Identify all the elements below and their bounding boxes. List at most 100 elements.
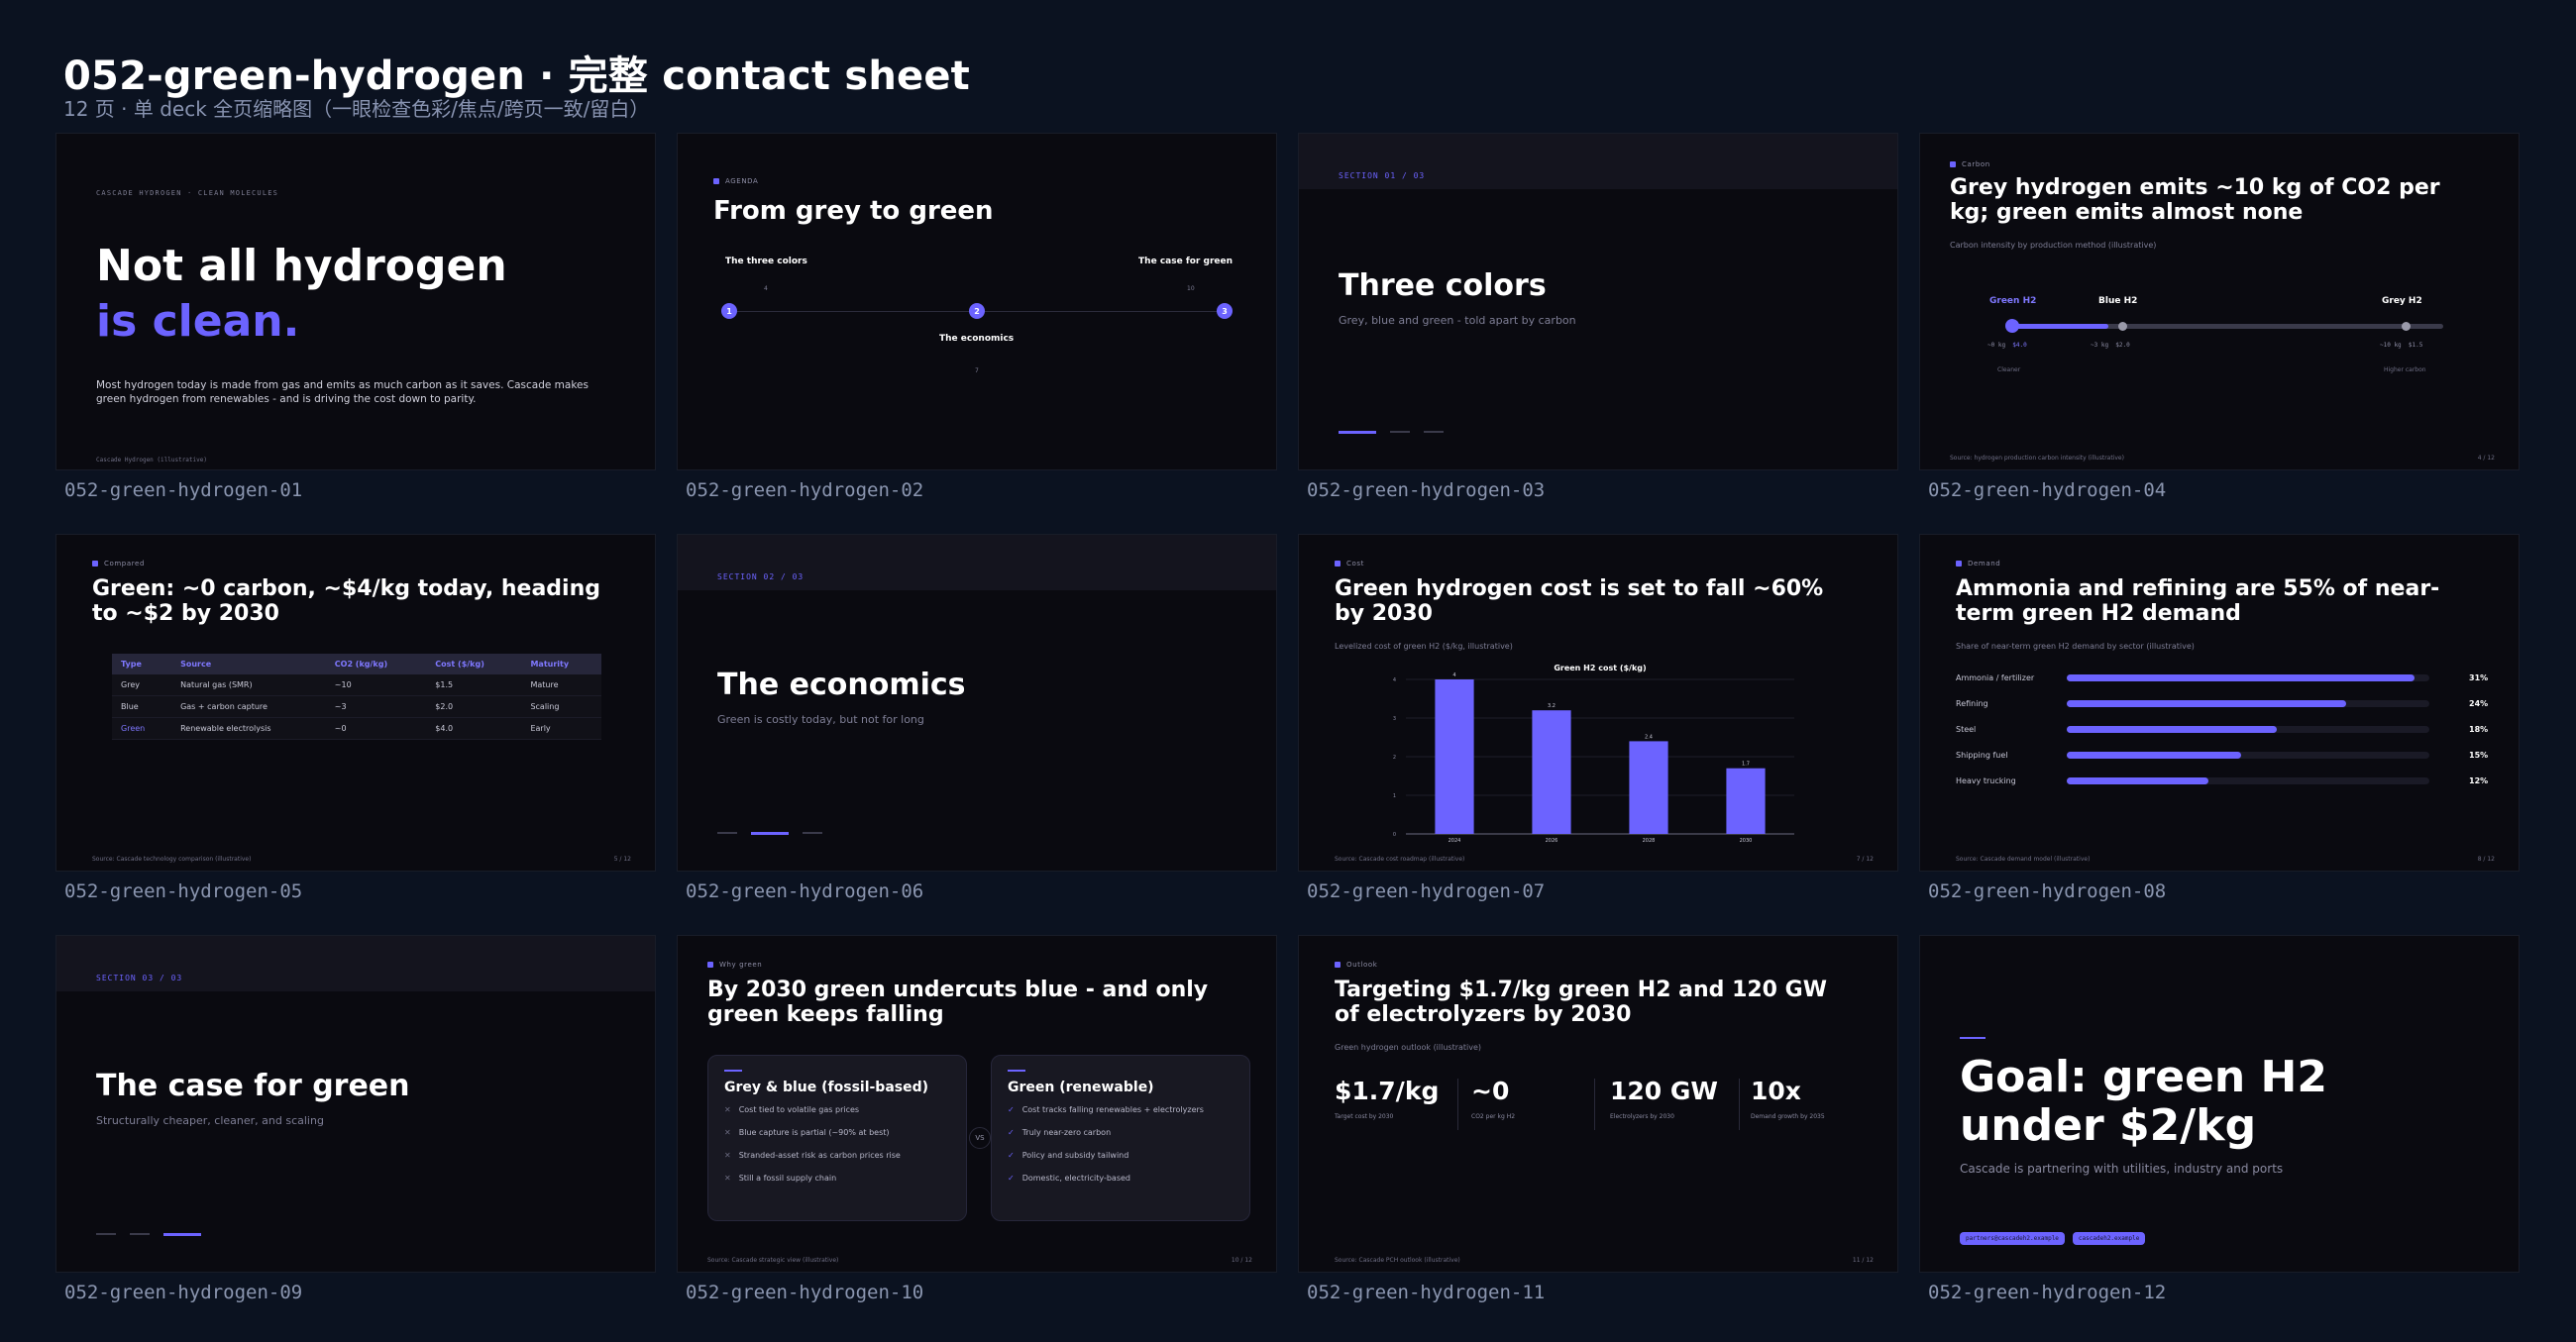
demand-bar-row: Ammonia / fertilizer 31% <box>1956 673 2491 682</box>
thumbnail-08[interactable]: Demand Ammonia and refining are 55% of n… <box>1919 534 2520 902</box>
bar <box>1435 679 1474 834</box>
table-header-row: Type Source CO2 (kg/kg) Cost ($/kg) Matu… <box>112 654 601 674</box>
thumbnail-caption: 052-green-hydrogen-07 <box>1307 880 1546 902</box>
table-cell: Blue <box>112 695 172 718</box>
bar-label: Ammonia / fertilizer <box>1956 673 2035 682</box>
thumbnail-07[interactable]: Cost Green hydrogen cost is set to fall … <box>1298 534 1898 902</box>
thumbnail-caption: 052-green-hydrogen-11 <box>1307 1282 1546 1303</box>
slide-10: Why green By 2030 green undercuts blue -… <box>677 935 1277 1273</box>
bar-label: Shipping fuel <box>1956 751 2008 760</box>
slide-footer: Source: hydrogen production carbon inten… <box>1950 455 2124 462</box>
table-cell: Scaling <box>521 695 601 718</box>
list-item: ✓ Truly near-zero carbon <box>1008 1128 1112 1137</box>
slide-subtitle: Share of near-term green H2 demand by se… <box>1956 642 2195 651</box>
slide-06: SECTION 02 / 03 The economics Green is c… <box>677 534 1277 872</box>
scale-left-label: Cleaner <box>1997 366 2021 373</box>
slide-footer: Source: Cascade demand model (illustrati… <box>1956 856 2091 863</box>
bar-fill <box>2067 700 2346 707</box>
bar-track <box>2067 674 2429 681</box>
slide-11: Outlook Targeting $1.7/kg green H2 and 1… <box>1298 935 1898 1273</box>
thumbnail-01[interactable]: CASCADE HYDROGEN · CLEAN MOLECULES Not a… <box>55 133 656 501</box>
agenda-page-2: 7 <box>975 367 979 374</box>
green-value: ~0 kg $4.0 <box>1987 342 2027 349</box>
thumbnail-caption: 052-green-hydrogen-04 <box>1928 479 2167 501</box>
slide-body: Most hydrogen today is made from gas and… <box>96 379 589 406</box>
slide-02: AGENDA From grey to green 1 2 3 The thre… <box>677 133 1277 470</box>
table-row: Green Renewable electrolysis ~0 $4.0 Ear… <box>112 717 601 740</box>
list-item: ✓ Cost tracks falling renewables + electr… <box>1008 1105 1204 1114</box>
bullet-icon <box>1335 962 1341 968</box>
thumbnail-03[interactable]: SECTION 01 / 03 Three colors Grey, blue … <box>1298 133 1898 501</box>
slide-footer: Source: Cascade strategic view (illustra… <box>707 1257 839 1264</box>
section-tag: SECTION 01 / 03 <box>1339 171 1426 180</box>
slide-footer: Source: Cascade technology comparison (i… <box>92 856 252 863</box>
agenda-step-3: 3 <box>1217 303 1233 319</box>
check-icon: ✓ <box>1008 1105 1015 1114</box>
thumbnail-05[interactable]: Compared Green: ~0 carbon, ~$4/kg today,… <box>55 534 656 902</box>
check-icon: ✓ <box>1008 1128 1015 1137</box>
demand-bar-row: Refining 24% <box>1956 699 2491 708</box>
x-tick-label: 2028 <box>1643 838 1656 844</box>
table-cell: ~0 <box>325 717 427 740</box>
bar-fill <box>2067 674 2415 681</box>
slide-eyebrow: Outlook <box>1335 961 1377 969</box>
website-pill[interactable]: cascadeh2.example <box>2072 1232 2146 1245</box>
bar <box>1726 768 1766 834</box>
grey-marker <box>2402 322 2411 331</box>
check-icon: ✓ <box>1008 1151 1015 1160</box>
thumbnail-10[interactable]: Why green By 2030 green undercuts blue -… <box>677 935 1277 1303</box>
thumbnail-caption: 052-green-hydrogen-09 <box>64 1282 303 1303</box>
bar-data-label: 2.4 <box>1645 734 1653 740</box>
slide-eyebrow: Why green <box>707 961 762 969</box>
blue-marker <box>2118 322 2127 331</box>
fossil-card: Grey & blue (fossil-based) ✕ Cost tied to… <box>707 1055 967 1221</box>
table-header: Source <box>171 654 326 674</box>
thumbnail-caption: 052-green-hydrogen-12 <box>1928 1282 2167 1303</box>
bar-fill <box>2067 726 2278 733</box>
scale-right-label: Higher carbon <box>2384 366 2426 373</box>
bar-value: 15% <box>2469 751 2489 760</box>
slide-eyebrow: Cost <box>1335 560 1364 568</box>
bullet-icon <box>1335 561 1341 567</box>
table-header: Cost ($/kg) <box>426 654 522 674</box>
stat-demand: 10x Demand growth by 2035 <box>1751 1077 1825 1120</box>
list-item: ✕ Blue capture is partial (~90% at best) <box>724 1128 890 1137</box>
bar-data-label: 1.7 <box>1742 762 1750 768</box>
thumbnail-09[interactable]: SECTION 03 / 03 The case for green Struc… <box>55 935 656 1303</box>
agenda-step-1: 1 <box>721 303 737 319</box>
section-subtitle: Structurally cheaper, cleaner, and scali… <box>96 1114 324 1127</box>
cross-icon: ✕ <box>724 1151 731 1160</box>
thumbnail-02[interactable]: AGENDA From grey to green 1 2 3 The thre… <box>677 133 1277 501</box>
list-item: ✓ Policy and subsidy tailwind <box>1008 1151 1129 1160</box>
thumbnail-caption: 052-green-hydrogen-01 <box>64 479 303 501</box>
slide-title: By 2030 green undercuts blue - and only … <box>707 978 1209 1028</box>
bar-track <box>2067 777 2429 784</box>
y-tick-label: 1 <box>1393 793 1396 799</box>
slide-eyebrow: Carbon <box>1950 160 1990 168</box>
list-item: ✓ Domestic, electricity-based <box>1008 1174 1130 1183</box>
email-pill[interactable]: partners@cascadeh2.example <box>1960 1232 2065 1245</box>
slide-title-line2: is clean. <box>96 296 300 347</box>
slide-title: Grey hydrogen emits ~10 kg of CO2 per kg… <box>1950 175 2440 226</box>
stat-divider <box>1457 1079 1458 1130</box>
thumbnail-caption: 052-green-hydrogen-08 <box>1928 880 2167 902</box>
slide-title: Green: ~0 carbon, ~$4/kg today, heading … <box>92 576 600 627</box>
section-progress <box>1339 431 1444 434</box>
bar-label: Steel <box>1956 725 1977 734</box>
slide-page-number: 5 / 12 <box>613 856 631 863</box>
thumbnail-04[interactable]: Carbon Grey hydrogen emits ~10 kg of CO2… <box>1919 133 2520 501</box>
green-label: Green H2 <box>1989 296 2037 306</box>
bullet-icon <box>707 962 713 968</box>
slide-01: CASCADE HYDROGEN · CLEAN MOLECULES Not a… <box>55 133 656 470</box>
thumbnail-12[interactable]: Goal: green H2 under $2/kg Cascade is pa… <box>1919 935 2520 1303</box>
vs-badge: VS <box>969 1127 991 1149</box>
slide-page-number: 10 / 12 <box>1231 1257 1252 1264</box>
slide-page-number: 11 / 12 <box>1852 1257 1874 1264</box>
thumbnail-11[interactable]: Outlook Targeting $1.7/kg green H2 and 1… <box>1298 935 1898 1303</box>
bar <box>1532 710 1571 834</box>
demand-bar-row: Steel 18% <box>1956 725 2491 734</box>
slide-page-number: 7 / 12 <box>1856 856 1874 863</box>
bar-track <box>2067 752 2429 759</box>
agenda-page-3: 10 <box>1187 285 1195 292</box>
thumbnail-06[interactable]: SECTION 02 / 03 The economics Green is c… <box>677 534 1277 902</box>
